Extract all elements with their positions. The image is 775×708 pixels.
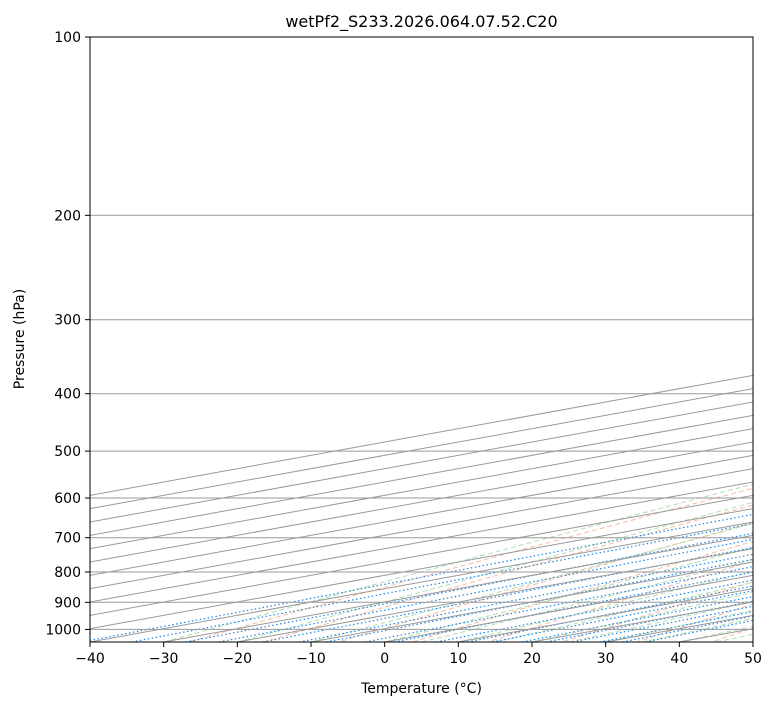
x-tick-label: 10 (449, 651, 467, 667)
x-tick-label: 50 (744, 651, 762, 667)
x-tick-label: 40 (670, 651, 688, 667)
mixing-ratio-lines (90, 513, 753, 642)
y-tick-label: 400 (54, 387, 81, 403)
mixing-ratio-line (299, 553, 753, 642)
pressure-gridlines (90, 37, 753, 630)
isotherm-line (90, 454, 753, 576)
x-tick-label: −10 (296, 651, 326, 667)
x-axis: −40 −30 −20 −10 0 10 20 30 40 50 (75, 642, 762, 667)
x-axis-label: Temperature (°C) (360, 681, 482, 697)
y-axis: 100 200 300 400 500 600 700 800 900 1000 (45, 30, 90, 638)
x-tick-label: 0 (380, 651, 389, 667)
isotherm-line (90, 508, 753, 630)
isotherm-line (90, 481, 753, 603)
mixing-ratio-line (645, 619, 753, 642)
isotherm-line (90, 468, 753, 590)
dry-adiabats (188, 487, 753, 642)
moist-adiabat (495, 581, 753, 642)
isotherm-line (90, 521, 753, 642)
isotherm-line (90, 441, 753, 563)
y-axis-label: Pressure (hPa) (12, 289, 28, 389)
moist-adiabat (163, 483, 753, 642)
y-tick-label: 500 (54, 444, 81, 460)
mixing-ratio-line (394, 571, 753, 642)
plot-frame (89, 36, 754, 643)
mixing-ratio-line (218, 538, 753, 642)
mixing-ratio-line (325, 558, 753, 642)
y-tick-label: 800 (54, 565, 81, 581)
mixing-ratio-line (90, 513, 753, 642)
isotherm-line (163, 534, 753, 642)
x-tick-label: −30 (149, 651, 179, 667)
dry-adiabat (188, 487, 753, 642)
mixing-ratio-line (365, 566, 753, 642)
x-tick-label: 30 (597, 651, 615, 667)
mixing-ratio-line (185, 532, 753, 642)
y-tick-label: 200 (54, 208, 81, 224)
y-tick-label: 300 (54, 313, 81, 329)
dry-adiabat (263, 504, 753, 642)
x-tick-label: −20 (223, 651, 253, 667)
plot-area: -100-90-80-70-60-50-40-30-20-10010203040… (90, 37, 753, 642)
y-tick-label: 100 (54, 30, 81, 46)
y-tick-label: 1000 (45, 622, 81, 638)
y-tick-label: 900 (54, 595, 81, 611)
isotherm-line (90, 428, 753, 550)
chart-title: wetPf2_S233.2026.064.07.52.C20 (285, 12, 557, 32)
mixing-ratio-line (262, 546, 753, 642)
isotherm-line (90, 494, 753, 616)
y-tick-label: 700 (54, 531, 81, 547)
x-tick-label: 20 (523, 651, 541, 667)
y-tick-label: 600 (54, 491, 81, 507)
isotherms (90, 374, 753, 642)
x-tick-label: −40 (75, 651, 105, 667)
